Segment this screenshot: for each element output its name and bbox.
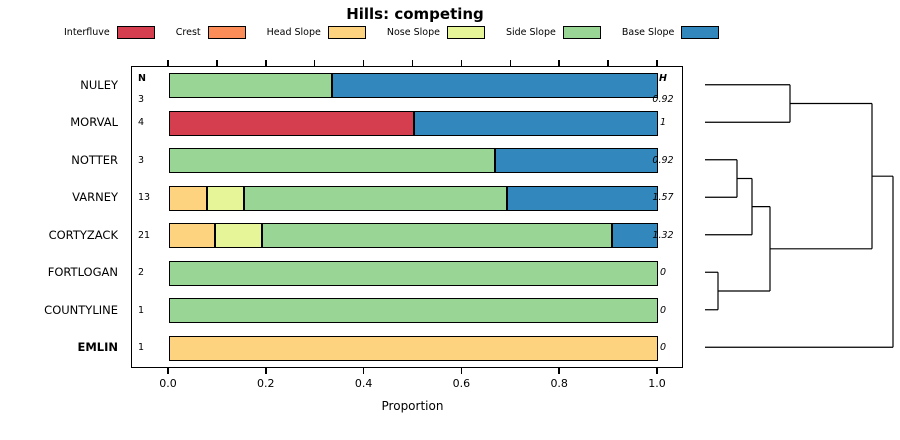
legend-item: Nose Slope: [387, 26, 485, 39]
legend-item: Interfluve: [64, 26, 155, 39]
legend: Interfluve Crest Head Slope Nose Slope Side …: [64, 26, 720, 39]
legend-item: Crest: [176, 26, 246, 39]
legend-swatch: [116, 26, 155, 39]
h-value: 0.92: [652, 154, 674, 166]
bar-segment: [507, 185, 658, 211]
dendrogram: [705, 84, 894, 348]
legend-label: Head Slope: [266, 27, 321, 38]
n-value: 21: [138, 229, 151, 241]
h-value: 1: [659, 117, 667, 129]
bar-segment: [331, 73, 658, 99]
row-label: VARNEY: [72, 190, 118, 205]
x-tick: [656, 368, 658, 374]
n-column-header: N: [138, 73, 146, 84]
row-label: NULEY: [80, 77, 118, 92]
x-tick-label: 0.2: [257, 377, 275, 390]
x-tick-label: 1.0: [648, 377, 666, 390]
h-value: 0: [659, 267, 667, 279]
bar-segment: [611, 223, 658, 249]
x-tick: [265, 368, 267, 374]
row-label: NOTTER: [71, 152, 118, 167]
legend-label: Nose Slope: [386, 27, 440, 38]
bar-segment: [169, 298, 658, 324]
legend-label: Side Slope: [505, 27, 556, 38]
x-tick: [167, 368, 169, 374]
legend-swatch: [446, 26, 485, 39]
h-value: 0: [659, 342, 667, 354]
legend-item: Side Slope: [506, 26, 601, 39]
x-tick-label: 0.0: [159, 377, 177, 390]
n-value: 1: [138, 304, 145, 316]
bar-segment: [261, 223, 612, 249]
n-value: 2: [138, 267, 145, 279]
n-value: 3: [138, 93, 145, 105]
legend-label: Crest: [175, 27, 201, 38]
x-axis-title: Proportion: [381, 399, 444, 413]
row-label: MORVAL: [70, 115, 118, 130]
h-value: 1.57: [652, 192, 674, 204]
bar-segment: [169, 223, 216, 249]
legend-label: Interfluve: [64, 27, 110, 38]
n-value: 13: [138, 192, 151, 204]
bar-segment: [495, 148, 658, 174]
bar-segment: [169, 110, 414, 136]
legend-item: Head Slope: [267, 26, 366, 39]
legend-swatch: [562, 26, 601, 39]
h-column-header: H: [659, 73, 667, 84]
bar-segment: [413, 110, 658, 136]
h-value: 0: [659, 304, 667, 316]
bar-segment: [169, 260, 658, 286]
x-tick-label: 0.6: [452, 377, 471, 390]
row-label: FORTLOGAN: [47, 265, 118, 280]
bar-segment: [169, 148, 496, 174]
x-tick: [558, 368, 560, 374]
bar-segment: [169, 335, 658, 361]
plot-area: N H 3 0.92 4 1 3 0.92 13 1.57 21 1.32 2 0 1 0 1 0: [131, 66, 683, 368]
bar-segment: [169, 185, 207, 211]
bar-segment: [215, 223, 262, 249]
x-tick-label: 0.4: [354, 377, 373, 390]
bar-segment: [244, 185, 508, 211]
legend-swatch: [327, 26, 366, 39]
legend-swatch: [207, 26, 246, 39]
y-axis-labels: NULEY MORVAL NOTTER VARNEY CORTYZACK FORTLOGA…: [0, 66, 122, 368]
legend-label: Base Slope: [621, 27, 675, 38]
n-value: 3: [138, 154, 145, 166]
legend-item: Base Slope: [622, 26, 720, 39]
x-tick: [460, 368, 463, 374]
bars-layer: [132, 67, 682, 367]
bar-segment: [169, 73, 332, 99]
h-value: 0.92: [652, 93, 674, 105]
row-label: COUNTYLINE: [44, 302, 118, 317]
n-value: 4: [138, 117, 145, 129]
n-value: 1: [138, 342, 145, 354]
x-tick: [362, 368, 365, 374]
legend-swatch: [681, 26, 720, 39]
x-tick-label: 0.8: [550, 377, 568, 390]
bar-segment: [206, 185, 245, 211]
chart-title: Hills: competing: [346, 5, 484, 23]
row-label: EMLIN: [77, 340, 118, 355]
h-value: 1.32: [652, 229, 674, 241]
row-label: CORTYZACK: [48, 227, 118, 242]
